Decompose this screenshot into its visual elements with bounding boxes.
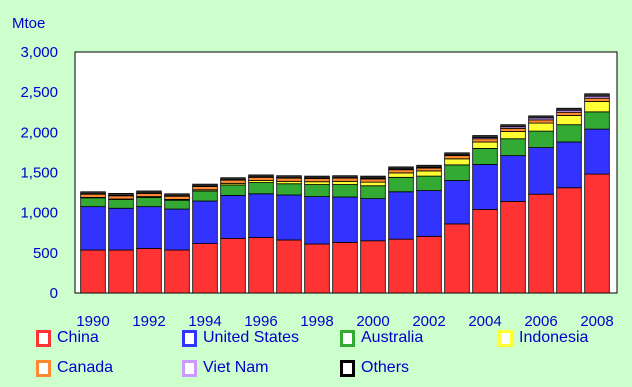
bar-segment-china <box>304 243 330 294</box>
legend-item-australia: Australia <box>340 329 423 347</box>
x-tick-label: 1996 <box>244 313 277 330</box>
x-tick-label: 1998 <box>300 313 333 330</box>
bar-segment-others <box>220 177 246 181</box>
y-tick-label: 1,500 <box>20 165 58 182</box>
bar-segment-china <box>444 223 470 294</box>
legend-label: China <box>57 329 99 346</box>
bar-segment-others <box>164 193 190 197</box>
y-axis-ticks: 0 500 1,000 1,500 2,000 2,500 3,000 <box>20 44 58 302</box>
legend-item-viet-nam: Viet Nam <box>182 359 269 377</box>
bar-segment-united-states <box>192 200 218 244</box>
bar-segment-china <box>220 237 246 294</box>
bar-segment-united-states <box>472 164 498 210</box>
legend-label: United States <box>203 329 300 346</box>
legend-swatch <box>182 359 197 377</box>
bar-segment-others <box>472 135 498 138</box>
bar-layer <box>80 93 610 294</box>
bar-segment-china <box>472 209 498 294</box>
x-tick-label: 1990 <box>76 313 109 330</box>
x-tick-label: 2002 <box>412 313 445 330</box>
y-tick-label: 500 <box>33 245 58 262</box>
bar-segment-others <box>444 152 470 156</box>
y-tick-label: 2,000 <box>20 124 58 141</box>
bar-segment-china <box>584 173 610 294</box>
bar-segment-united-states <box>444 180 470 225</box>
legend-label: Australia <box>361 329 424 346</box>
bar-segment-others <box>388 166 414 170</box>
bar-segment-united-states <box>108 207 134 251</box>
bar-segment-china <box>388 238 414 294</box>
bar-segment-united-states <box>360 198 386 242</box>
bar-segment-others <box>528 115 554 119</box>
bar-segment-united-states <box>388 191 414 240</box>
bar-segment-others <box>192 183 218 187</box>
bar-segment-others <box>108 192 134 196</box>
y-tick-label: 0 <box>50 285 58 302</box>
bar-segment-united-states <box>164 208 190 251</box>
y-tick-label: 1,000 <box>20 205 58 222</box>
x-tick-label: 2006 <box>524 313 557 330</box>
bar-segment-united-states <box>528 147 554 195</box>
bar-segment-china <box>108 249 134 294</box>
legend-item-indonesia: Indonesia <box>498 329 588 347</box>
bar-segment-china <box>164 249 190 294</box>
legend-label: Viet Nam <box>203 359 269 376</box>
bar-segment-china <box>528 193 554 294</box>
bar-segment-china <box>80 249 106 294</box>
legend-item-united-states: United States <box>182 329 299 347</box>
bar-segment-united-states <box>332 196 358 243</box>
bar-segment-others <box>584 93 610 97</box>
bar-segment-others <box>360 175 386 179</box>
bar-segment-china <box>136 248 162 294</box>
bar-segment-others <box>136 190 162 194</box>
bar-segment-others <box>332 175 358 179</box>
legend-label: Canada <box>57 359 114 376</box>
y-tick-label: 2,500 <box>20 84 58 101</box>
legend-item-canada: Canada <box>36 359 113 377</box>
bar-segment-others <box>276 175 302 179</box>
x-tick-label: 1994 <box>188 313 221 330</box>
bar-segment-others <box>248 174 274 178</box>
bar-segment-united-states <box>220 194 246 239</box>
x-tick-label: 2004 <box>468 313 501 330</box>
legend-swatch <box>340 329 355 347</box>
bar-segment-china <box>332 241 358 294</box>
legend-swatch <box>36 359 51 377</box>
legend-swatch <box>498 329 513 347</box>
bar-segment-china <box>416 235 442 294</box>
y-axis-unit: Mtoe <box>12 15 45 32</box>
bar-segment-others <box>416 164 442 168</box>
x-tick-label: 2008 <box>580 313 613 330</box>
bar-segment-united-states <box>136 206 162 249</box>
legend-swatch <box>182 329 197 347</box>
bar-segment-others <box>304 175 330 179</box>
bar-segment-others <box>500 124 526 128</box>
x-tick-label: 1992 <box>132 313 165 330</box>
legend-label: Indonesia <box>519 329 589 346</box>
x-tick-label: 2000 <box>356 313 389 330</box>
legend-swatch <box>36 329 51 347</box>
bar-segment-china <box>248 237 274 294</box>
x-axis-ticks: 1990 1992 1994 1996 1998 2000 2002 2004 2006 2008 <box>76 313 613 330</box>
bar-segment-united-states <box>556 141 582 189</box>
bar-segment-others <box>80 191 106 195</box>
legend-label: Others <box>361 359 410 376</box>
bar-segment-others <box>556 107 582 111</box>
bar-segment-china <box>500 201 526 294</box>
bar-segment-china <box>276 239 302 294</box>
legend-item-others: Others <box>340 359 409 377</box>
y-tick-label: 3,000 <box>20 44 58 61</box>
bar-segment-united-states <box>416 190 442 237</box>
bar-segment-china <box>192 243 218 294</box>
legend-swatch <box>340 359 355 377</box>
legend-item-china: China <box>36 329 99 347</box>
bar-segment-china <box>360 240 386 294</box>
